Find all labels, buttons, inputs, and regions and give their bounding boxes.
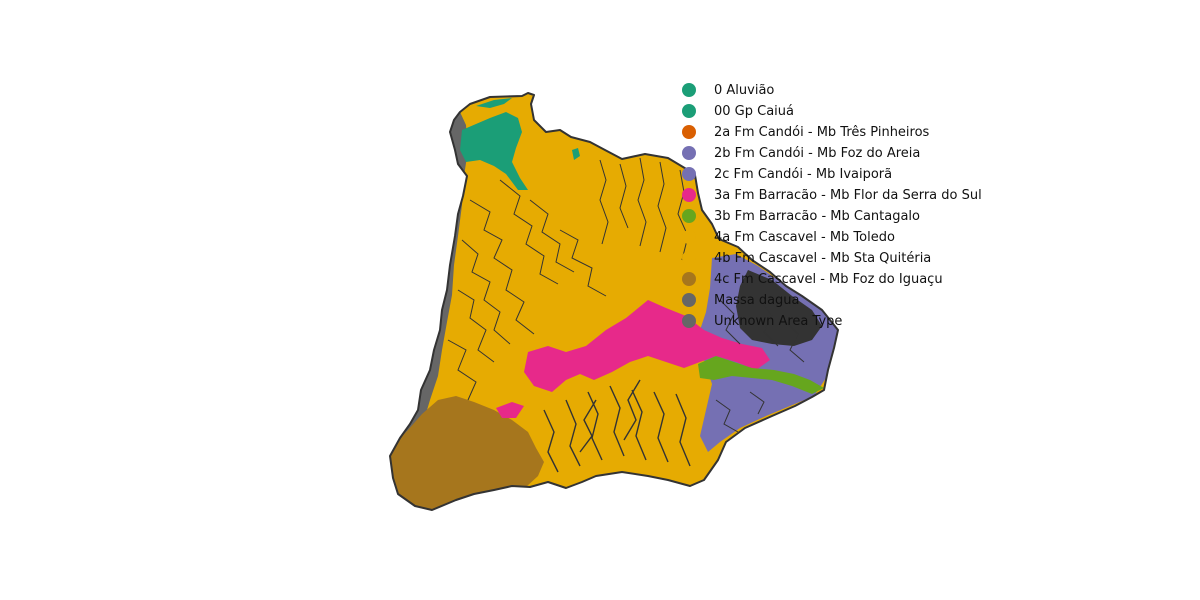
- legend-label: 4a Fm Cascavel - Mb Toledo: [714, 230, 895, 245]
- legend-label: Unknown Area Type: [714, 314, 843, 329]
- legend-item: 2a Fm Candói - Mb Três Pinheiros: [680, 122, 1020, 143]
- region-foz-do-iguacu: [390, 396, 544, 510]
- legend-label: 00 Gp Caiuá: [714, 104, 794, 119]
- legend-item: 4a Fm Cascavel - Mb Toledo: [680, 227, 1020, 248]
- drainage-south: [543, 379, 691, 473]
- legend: 0 Aluvião 00 Gp Caiuá 2a Fm Candói - Mb Tr…: [680, 80, 1020, 332]
- drainage-west: [447, 179, 607, 401]
- legend-label: 0 Aluvião: [714, 83, 775, 98]
- legend-item: Unknown Area Type: [680, 311, 1020, 332]
- legend-label: 3a Fm Barracão - Mb Flor da Serra do Sul: [714, 188, 982, 203]
- region-caiua-spot: [572, 148, 580, 160]
- legend-label: 2b Fm Candói - Mb Foz do Areia: [714, 146, 921, 161]
- region-foz-do-areia: [698, 254, 838, 452]
- drainage-east: [715, 299, 805, 433]
- region-caiua-north: [476, 98, 512, 108]
- legend-marker: [682, 230, 696, 244]
- legend-label: Massa dagua: [714, 293, 800, 308]
- region-flor-da-serra: [524, 300, 770, 392]
- legend-marker: [682, 314, 696, 328]
- region-outline: [389, 92, 839, 511]
- legend-marker: [682, 293, 696, 307]
- legend-item: 3a Fm Barracão - Mb Flor da Serra do Sul: [680, 185, 1020, 206]
- region-aluviao: [460, 112, 528, 190]
- legend-marker: [682, 104, 696, 118]
- legend-item: 0 Aluvião: [680, 80, 1020, 101]
- legend-item: 4b Fm Cascavel - Mb Sta Quitéria: [680, 248, 1020, 269]
- legend-marker: [682, 272, 696, 286]
- legend-marker: [682, 146, 696, 160]
- legend-item: 2c Fm Candói - Mb Ivaiporã: [680, 164, 1020, 185]
- legend-marker: [682, 125, 696, 139]
- legend-item: 4c Fm Cascavel - Mb Foz do Iguaçu: [680, 269, 1020, 290]
- legend-label: 4c Fm Cascavel - Mb Foz do Iguaçu: [714, 272, 943, 287]
- legend-label: 4b Fm Cascavel - Mb Sta Quitéria: [714, 251, 932, 266]
- legend-marker: [682, 167, 696, 181]
- region-dark-uplands: [736, 270, 822, 346]
- legend-marker: [682, 209, 696, 223]
- region-cantagalo: [698, 356, 824, 394]
- legend-item: 3b Fm Barracão - Mb Cantagalo: [680, 206, 1020, 227]
- legend-label: 2a Fm Candói - Mb Três Pinheiros: [714, 125, 930, 140]
- region-flor-da-serra-west: [496, 402, 524, 418]
- drainage-north: [599, 157, 689, 261]
- legend-item: Massa dagua: [680, 290, 1020, 311]
- legend-marker: [682, 83, 696, 97]
- legend-item: 00 Gp Caiuá: [680, 101, 1020, 122]
- legend-marker: [682, 251, 696, 265]
- legend-label: 2c Fm Candói - Mb Ivaiporã: [714, 167, 893, 182]
- region-water-margin: [390, 112, 468, 470]
- legend-label: 3b Fm Barracão - Mb Cantagalo: [714, 209, 920, 224]
- legend-item: 2b Fm Candói - Mb Foz do Areia: [680, 143, 1020, 164]
- legend-marker: [682, 188, 696, 202]
